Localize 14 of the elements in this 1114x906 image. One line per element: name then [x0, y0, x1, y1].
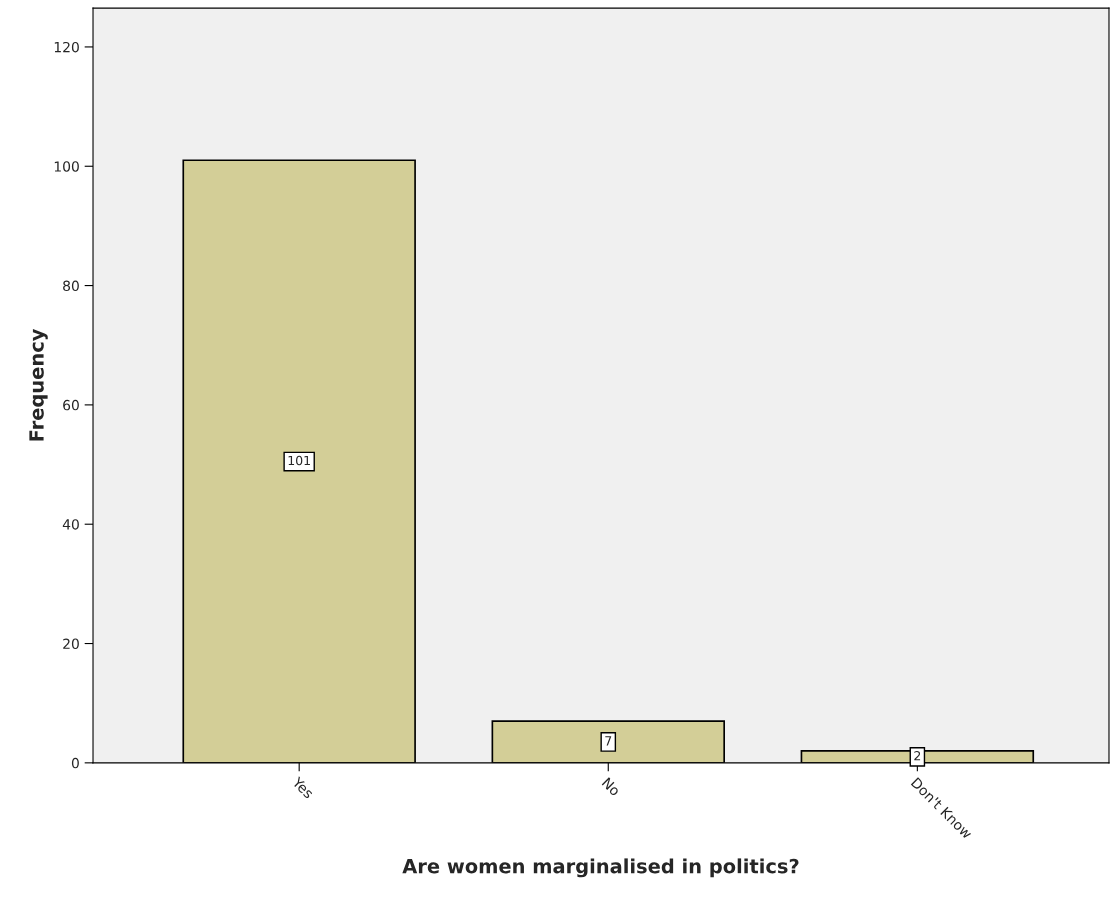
- y-tick-label: 20: [63, 638, 79, 650]
- y-axis-title: Frequency: [29, 328, 48, 441]
- x-tick-label: No: [601, 777, 621, 797]
- x-axis-title: Are women marginalised in politics?: [402, 858, 799, 878]
- data-label: 101: [288, 455, 310, 466]
- x-tick-label: Yes: [291, 776, 315, 800]
- data-label: 2: [914, 751, 921, 761]
- y-tick-label: 60: [63, 399, 79, 411]
- y-tick-label: 40: [62, 519, 79, 530]
- y-tick-label: 80: [63, 280, 79, 292]
- y-tick-label: 0: [71, 757, 79, 769]
- y-tick-label: 100: [54, 161, 79, 172]
- y-tick-label: 120: [54, 41, 79, 53]
- data-label: 7: [605, 736, 612, 746]
